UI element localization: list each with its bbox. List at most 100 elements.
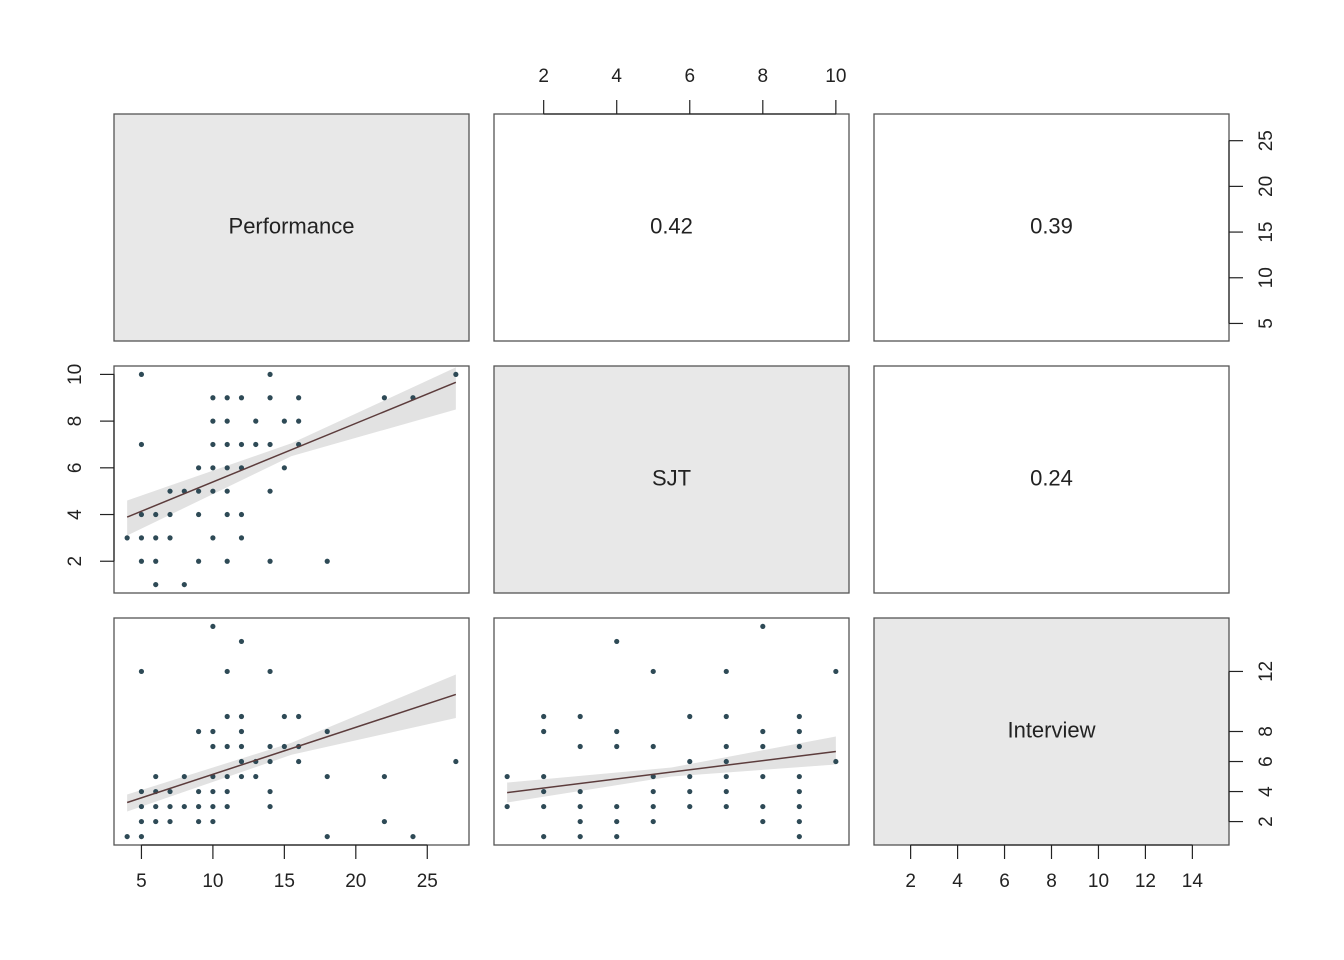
- point: [196, 558, 202, 564]
- point: [760, 818, 766, 825]
- point: [138, 441, 145, 448]
- point: [238, 743, 245, 750]
- tick-label: 10: [1256, 267, 1277, 288]
- point: [196, 465, 202, 471]
- point: [650, 743, 656, 750]
- point: [267, 758, 273, 765]
- variable-label: SJT: [652, 465, 691, 490]
- variable-label: Performance: [229, 213, 355, 238]
- point: [410, 833, 416, 840]
- point: [253, 418, 259, 424]
- point: [381, 395, 387, 401]
- point: [181, 773, 187, 780]
- point: [760, 773, 766, 780]
- point: [833, 668, 839, 675]
- point: [650, 668, 656, 675]
- point: [138, 668, 145, 675]
- point: [614, 803, 620, 810]
- point: [238, 728, 245, 735]
- tick-label: 20: [1256, 176, 1277, 197]
- tick-label: 4: [952, 871, 963, 892]
- point: [577, 743, 583, 750]
- point: [153, 581, 159, 588]
- point: [796, 713, 802, 720]
- point: [224, 713, 230, 720]
- point: [210, 818, 216, 825]
- tick-label: 20: [345, 871, 366, 892]
- point: [296, 713, 302, 720]
- point: [577, 788, 583, 795]
- point: [381, 773, 387, 780]
- point: [196, 728, 202, 735]
- point: [760, 728, 766, 735]
- point: [833, 758, 839, 765]
- point: [167, 803, 173, 810]
- point: [453, 371, 459, 378]
- tick-label: 10: [1088, 871, 1109, 892]
- point: [267, 788, 273, 795]
- point: [650, 773, 656, 780]
- point: [224, 773, 230, 780]
- point: [167, 511, 173, 518]
- point: [238, 535, 245, 541]
- point: [541, 773, 547, 780]
- point: [614, 743, 620, 750]
- point: [687, 803, 693, 810]
- point: [210, 803, 216, 810]
- variable-label: Interview: [1007, 717, 1095, 742]
- point: [138, 511, 145, 518]
- point: [281, 713, 287, 720]
- point: [224, 788, 230, 795]
- point: [124, 833, 130, 840]
- confidence-band: [127, 367, 456, 536]
- point: [153, 511, 159, 518]
- point: [723, 788, 729, 795]
- point: [541, 803, 547, 810]
- point: [267, 488, 273, 494]
- point: [210, 623, 216, 630]
- point: [224, 511, 230, 518]
- point: [296, 418, 302, 424]
- point: [577, 713, 583, 720]
- point: [124, 535, 130, 541]
- point: [138, 803, 145, 810]
- point: [267, 441, 273, 448]
- point: [181, 803, 187, 810]
- point: [224, 395, 230, 401]
- point: [723, 713, 729, 720]
- tick-label: 15: [1256, 221, 1277, 242]
- point: [796, 803, 802, 810]
- scatter-panel: [124, 623, 459, 840]
- point: [210, 441, 216, 448]
- point: [138, 833, 145, 840]
- tick-label: 8: [1046, 871, 1057, 892]
- point: [687, 788, 693, 795]
- tick-label: 4: [65, 509, 86, 520]
- point: [210, 418, 216, 424]
- tick-label: 25: [1256, 130, 1277, 151]
- point: [541, 713, 547, 720]
- point: [796, 818, 802, 825]
- fit-line: [126, 381, 457, 518]
- point: [253, 773, 259, 780]
- point: [238, 511, 245, 518]
- point: [224, 558, 230, 564]
- confidence-band: [507, 736, 836, 803]
- point: [723, 773, 729, 780]
- point: [210, 788, 216, 795]
- point: [224, 743, 230, 750]
- point: [504, 803, 510, 810]
- point: [796, 728, 802, 735]
- point: [253, 441, 259, 448]
- point: [138, 558, 145, 564]
- scatter-panel: [504, 623, 839, 840]
- tick-label: 5: [136, 871, 147, 892]
- scatter-panel: [124, 367, 459, 588]
- point: [167, 818, 173, 825]
- point: [210, 488, 216, 494]
- point: [723, 743, 729, 750]
- point: [238, 395, 245, 401]
- panel: [113, 617, 470, 846]
- tick-label: 12: [1256, 661, 1277, 682]
- point: [614, 833, 620, 840]
